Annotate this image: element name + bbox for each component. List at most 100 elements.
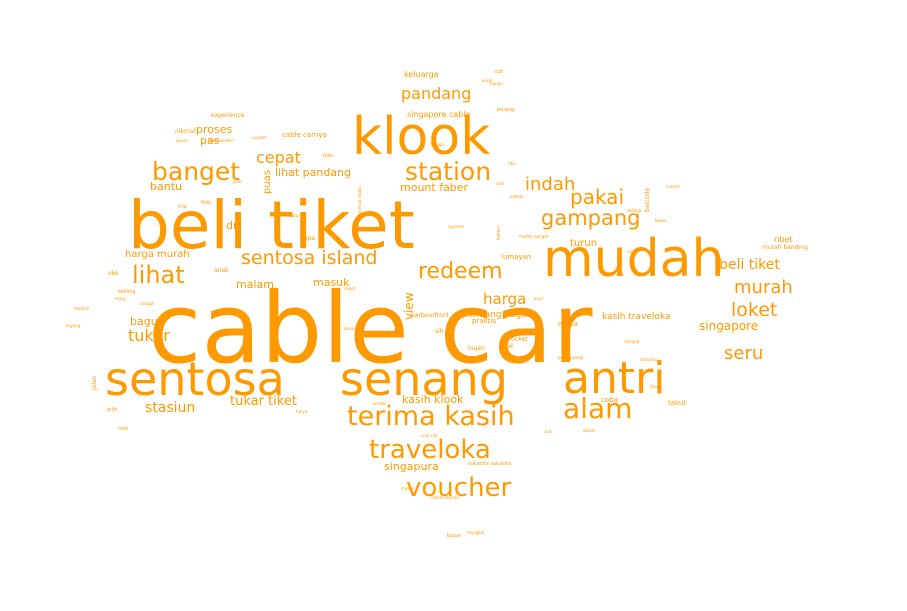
- word-alam: alam: [563, 392, 632, 425]
- word-foto: foto: [323, 153, 333, 159]
- word-lihat: lihat: [132, 261, 185, 289]
- word-kasih-traveloka: kasih traveloka: [602, 312, 671, 322]
- word-keren: keren: [496, 226, 502, 240]
- word-indah: indah: [525, 174, 575, 195]
- word-tujuan: tujuan: [490, 81, 503, 86]
- word-naik: naik: [496, 181, 505, 186]
- word-loket: loket: [731, 299, 777, 321]
- word-senang: senang: [340, 352, 508, 406]
- word-lumayan: lumayan: [501, 253, 531, 261]
- word-agak: agak: [499, 343, 514, 350]
- word-turun: turun: [570, 238, 597, 249]
- word-imbiah: imbiah: [510, 194, 524, 199]
- word-pesan: pesan: [176, 138, 189, 143]
- word-hujan: hujan: [468, 345, 485, 352]
- word-keluarga: keluarga: [404, 70, 439, 79]
- word-voucher: voucher: [406, 473, 512, 503]
- word-singapore-cable: singapore cable: [407, 110, 471, 119]
- word-counter: counter: [252, 135, 268, 140]
- word-bantu: bantu: [150, 180, 182, 193]
- word-sentosa: sentosa: [105, 352, 285, 406]
- word-malam: malam: [236, 278, 274, 291]
- word-experience: experience: [211, 112, 245, 119]
- word-kasih: kasih: [482, 78, 493, 83]
- word-proses: proses: [196, 123, 232, 136]
- word-makan-teman: makan teman: [431, 495, 459, 500]
- word-sukacita-sukacita: sukacita sukacita: [468, 461, 511, 467]
- word-enjoy: enjoy: [115, 296, 127, 301]
- word-nyaman: nyaman: [448, 224, 465, 229]
- word-seru: seru: [724, 343, 763, 364]
- word-takut: takut: [668, 399, 686, 407]
- word-praktis: praktis: [472, 317, 496, 325]
- word-pandang-bagus: pandang bagus: [462, 310, 532, 320]
- word-keliling: keliling: [118, 289, 136, 295]
- word-cable-carnya: cable carnya: [282, 131, 327, 139]
- word-barcode: barcode: [644, 187, 651, 212]
- word-hingga: hingga: [430, 142, 444, 147]
- word-nikmat: nikmat: [175, 128, 196, 135]
- word-gampang: gampang: [541, 206, 641, 230]
- word-mudah: mudah: [543, 229, 724, 289]
- word-pakai: pakai: [570, 185, 624, 209]
- word-pilih: pilih: [107, 407, 118, 413]
- word-datang: datang: [627, 208, 642, 213]
- word-cable-car: cable car: [148, 272, 593, 385]
- word-tukar: tukar: [128, 326, 170, 345]
- word-coba: coba: [601, 396, 618, 404]
- word-harga: harga: [483, 290, 526, 308]
- word-mudah-banget: mudah banget: [519, 234, 549, 239]
- word-harga-murah: harga murah: [125, 249, 190, 260]
- word-masuk: masuk: [313, 276, 350, 289]
- word-singapura: singapura: [384, 460, 439, 473]
- word-murah: murah: [734, 277, 793, 298]
- word-rekomendasi: rekomendasi: [208, 138, 234, 143]
- word-trip: trip: [178, 204, 187, 210]
- word-dalam: dalam: [583, 428, 596, 433]
- word-harbourfront: harbourfront: [411, 312, 450, 319]
- word-bagus: bagus: [130, 315, 164, 328]
- word-tiba: tiba: [508, 161, 516, 166]
- word-murah-banding: murah banding: [762, 244, 808, 251]
- word-lupa: lupa: [302, 235, 315, 242]
- word-stasiun: stasiun: [145, 400, 195, 416]
- word-pulang: pulang: [497, 107, 514, 113]
- word-sih: sih: [435, 328, 444, 335]
- words-layer: cable car beli tiket klook mudah sentosa sena…: [66, 69, 808, 539]
- word-singapore: singapore: [699, 319, 758, 333]
- word-makan: makan: [401, 486, 415, 491]
- word-jelas: jelas: [232, 179, 242, 184]
- word-libur: libur: [650, 384, 659, 389]
- word-vivo-city: vivo city: [421, 433, 438, 438]
- word-merlion: merlion: [74, 306, 90, 311]
- word-rute: rute: [118, 426, 128, 432]
- word-staff: staff: [494, 69, 503, 74]
- word-ticket: ticket: [511, 336, 528, 343]
- word-mungkin: mungkin: [467, 530, 485, 535]
- word-tukar-tiket: tukar tiket: [230, 394, 297, 409]
- word-beli-tiket: beli tiket: [128, 187, 415, 264]
- word-universal-studio: universal studio: [357, 186, 362, 218]
- word-amazing: amazing: [640, 357, 658, 362]
- word-bener: bener: [344, 326, 356, 331]
- word-pandang: pandang: [401, 84, 471, 103]
- word-ribet: ribet: [774, 235, 793, 244]
- word-kasir: kasir: [534, 296, 544, 301]
- word-bawa: bawa: [655, 218, 666, 223]
- word-tempat: tempat: [625, 339, 640, 344]
- word-sentosa-island: sentosa island: [241, 247, 378, 269]
- word-jalan: jalan: [91, 375, 98, 391]
- word-sayang: sayang: [66, 323, 81, 328]
- word-tanya: tanya: [296, 409, 308, 414]
- word-kali: kali: [545, 429, 552, 434]
- word-oke: oke: [108, 270, 119, 277]
- word-cepet: cepet: [344, 286, 356, 291]
- word-anak: anak: [214, 267, 229, 274]
- word-sangat: sangat: [140, 301, 154, 306]
- word-fisik: fisik: [201, 200, 211, 206]
- word-traveloka: traveloka: [369, 435, 491, 465]
- word-kasih-klook: kasih klook: [402, 393, 464, 406]
- word-view: view: [402, 292, 416, 320]
- word-nyata: nyata: [558, 320, 578, 328]
